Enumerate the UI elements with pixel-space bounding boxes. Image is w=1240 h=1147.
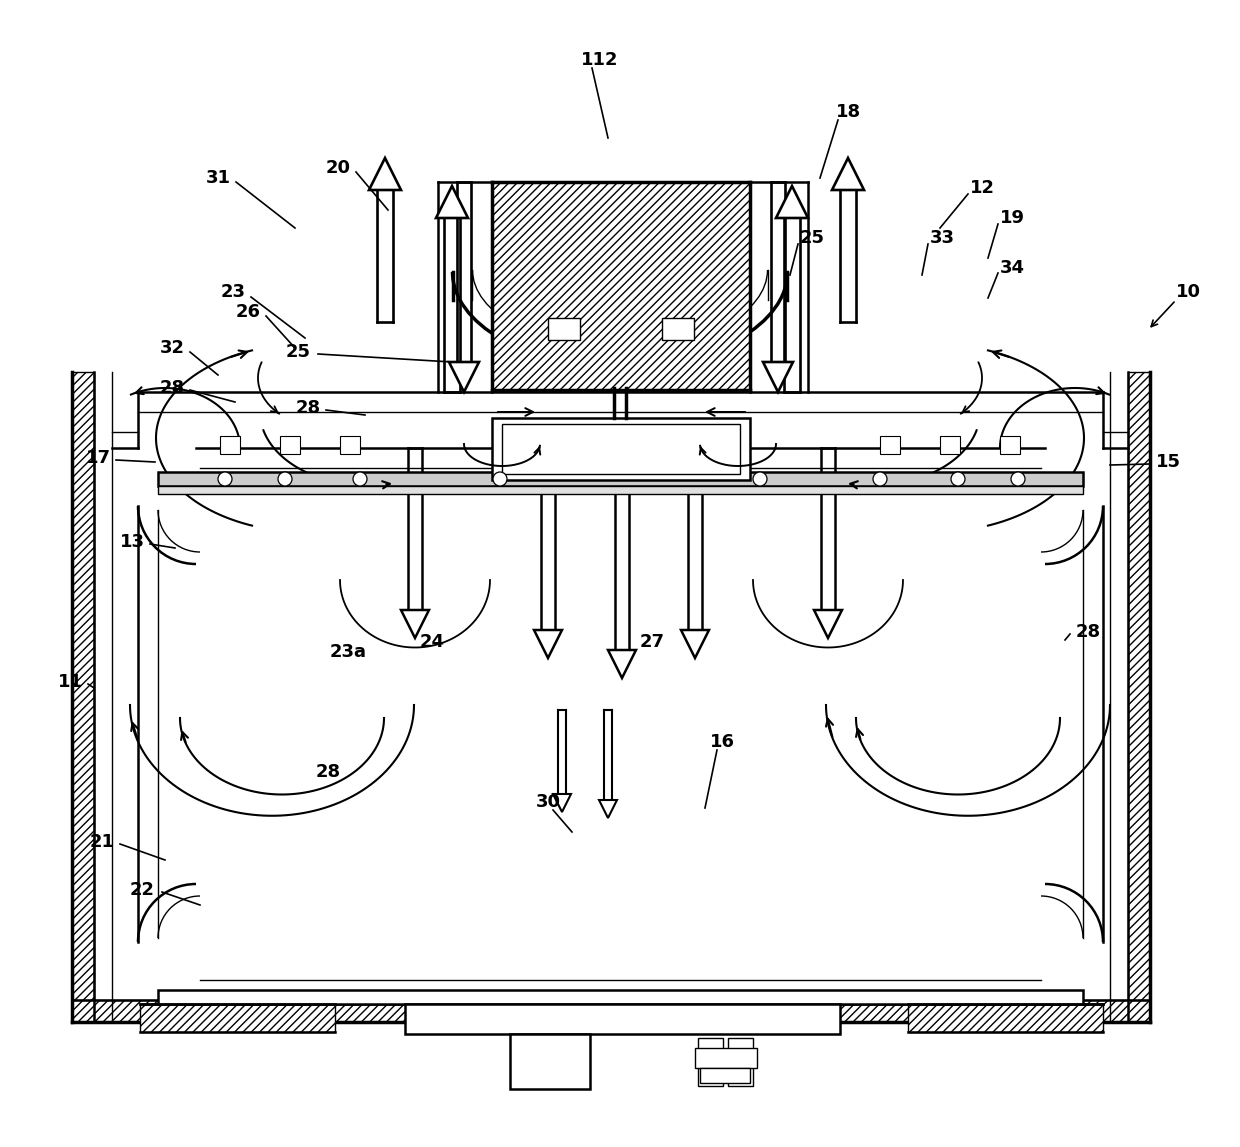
Bar bbox=[698, 1038, 723, 1086]
Text: 13: 13 bbox=[119, 533, 145, 551]
Circle shape bbox=[951, 473, 965, 486]
Bar bbox=[140, 1004, 335, 1032]
Text: 25: 25 bbox=[285, 343, 310, 361]
Circle shape bbox=[218, 473, 232, 486]
Text: 27: 27 bbox=[640, 633, 665, 651]
Bar bbox=[701, 1068, 750, 1083]
Circle shape bbox=[353, 473, 367, 486]
Text: 31: 31 bbox=[206, 169, 231, 187]
Bar bbox=[502, 424, 740, 474]
Text: 24: 24 bbox=[419, 633, 444, 651]
Bar bbox=[940, 436, 960, 454]
Bar bbox=[219, 436, 241, 454]
Text: 22: 22 bbox=[129, 881, 155, 899]
Polygon shape bbox=[553, 794, 570, 812]
Text: 30: 30 bbox=[536, 793, 560, 811]
Bar bbox=[548, 318, 580, 340]
Circle shape bbox=[753, 473, 768, 486]
Polygon shape bbox=[608, 650, 636, 678]
Text: 18: 18 bbox=[836, 103, 861, 120]
Bar bbox=[880, 436, 900, 454]
Polygon shape bbox=[813, 610, 842, 638]
Text: 23a: 23a bbox=[330, 643, 367, 661]
Bar bbox=[280, 436, 300, 454]
Text: 12: 12 bbox=[970, 179, 994, 197]
Bar bbox=[510, 1033, 590, 1089]
Text: 28: 28 bbox=[295, 399, 321, 418]
Bar bbox=[999, 436, 1021, 454]
Text: 16: 16 bbox=[709, 733, 734, 751]
Text: 17: 17 bbox=[86, 448, 110, 467]
Bar bbox=[72, 1000, 1149, 1022]
Polygon shape bbox=[370, 158, 401, 190]
Text: 19: 19 bbox=[999, 209, 1024, 227]
Text: 28: 28 bbox=[1075, 623, 1101, 641]
Bar bbox=[662, 318, 694, 340]
Text: 34: 34 bbox=[999, 259, 1024, 276]
Polygon shape bbox=[449, 362, 479, 392]
Polygon shape bbox=[776, 186, 808, 218]
Bar bbox=[908, 1004, 1104, 1032]
Text: 21: 21 bbox=[89, 833, 114, 851]
Polygon shape bbox=[401, 610, 429, 638]
Polygon shape bbox=[681, 630, 709, 658]
Text: 28: 28 bbox=[160, 379, 185, 397]
Circle shape bbox=[873, 473, 887, 486]
Bar bbox=[72, 372, 94, 1022]
Text: 25: 25 bbox=[800, 229, 825, 247]
Bar bbox=[157, 486, 1083, 494]
Bar bbox=[728, 1038, 753, 1086]
Bar bbox=[694, 1048, 756, 1068]
Text: 20: 20 bbox=[325, 159, 351, 177]
Polygon shape bbox=[436, 186, 467, 218]
Circle shape bbox=[1011, 473, 1025, 486]
Text: 33: 33 bbox=[930, 229, 955, 247]
Bar bbox=[492, 182, 750, 390]
Polygon shape bbox=[599, 799, 618, 818]
Polygon shape bbox=[534, 630, 562, 658]
Text: 32: 32 bbox=[160, 340, 185, 357]
Text: 26: 26 bbox=[236, 303, 260, 321]
Text: 15: 15 bbox=[1156, 453, 1180, 471]
Bar bbox=[1128, 372, 1149, 1022]
Bar bbox=[157, 473, 1083, 486]
Circle shape bbox=[494, 473, 507, 486]
Text: 28: 28 bbox=[315, 763, 341, 781]
Text: 11: 11 bbox=[57, 673, 83, 690]
Bar bbox=[340, 436, 360, 454]
Bar bbox=[157, 990, 1083, 1004]
Polygon shape bbox=[832, 158, 864, 190]
Text: 23: 23 bbox=[221, 283, 246, 301]
Bar bbox=[405, 1004, 839, 1033]
Polygon shape bbox=[763, 362, 794, 392]
Circle shape bbox=[278, 473, 291, 486]
Text: 10: 10 bbox=[1176, 283, 1200, 301]
Text: 112: 112 bbox=[582, 50, 619, 69]
Bar bbox=[492, 418, 750, 479]
